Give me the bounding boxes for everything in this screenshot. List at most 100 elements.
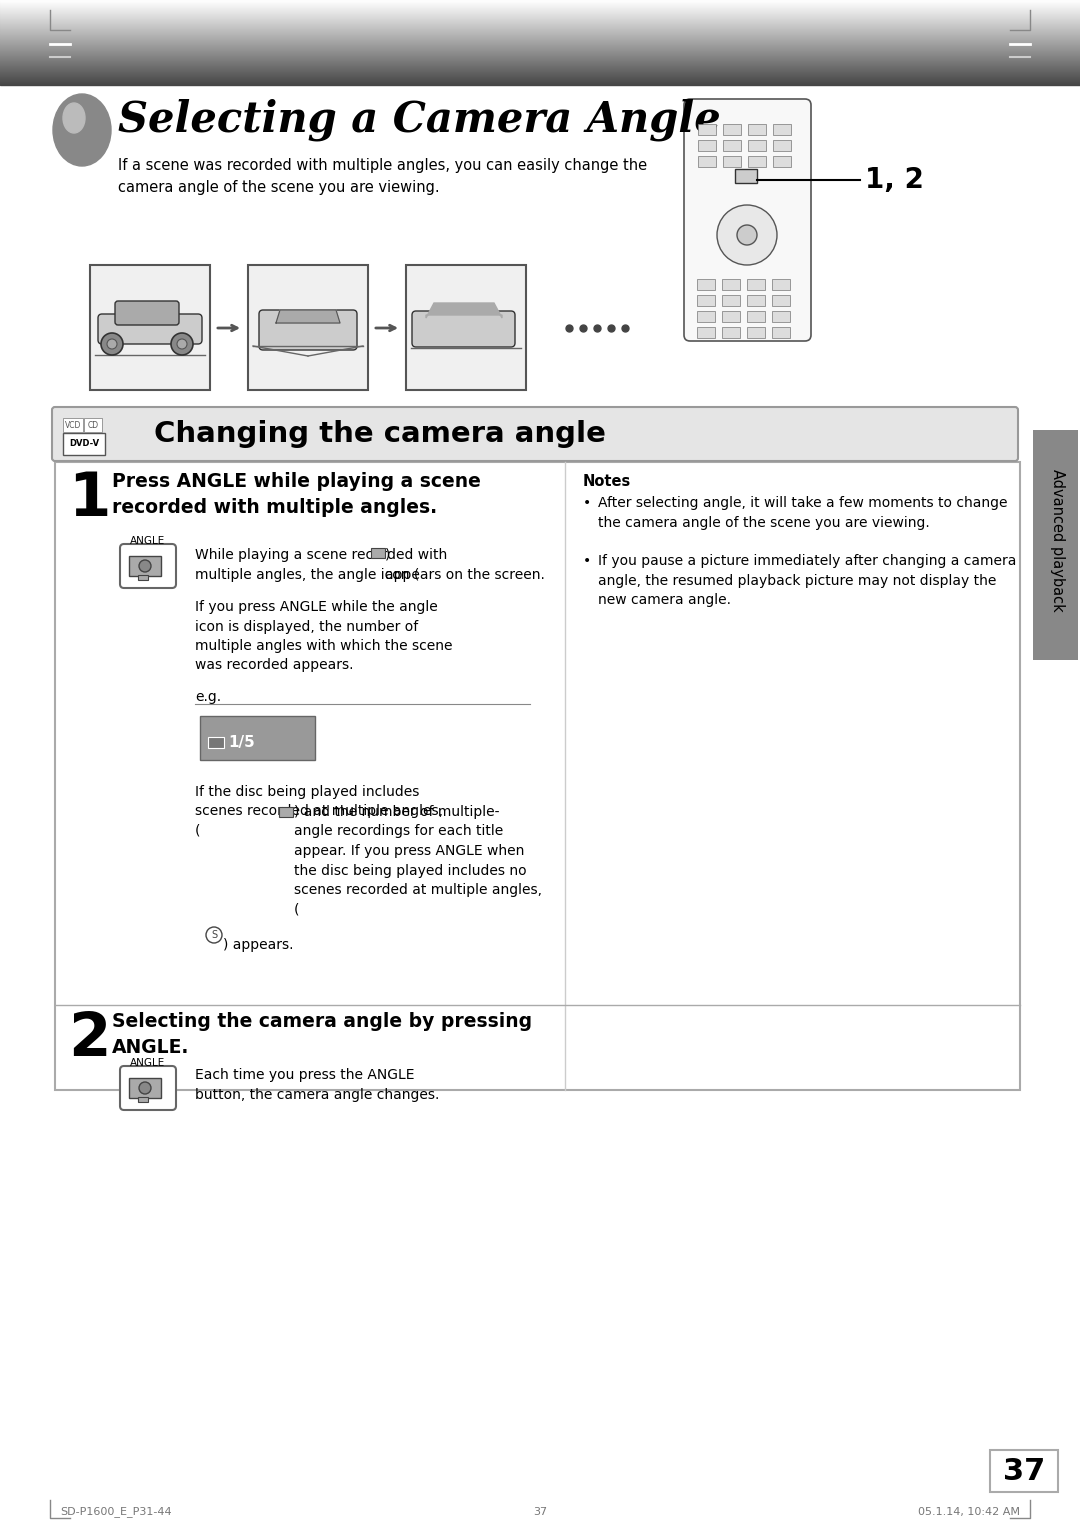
Bar	[748, 141, 766, 151]
Circle shape	[102, 333, 123, 354]
Text: Changing the camera angle: Changing the camera angle	[154, 420, 606, 448]
Bar	[747, 280, 765, 290]
Ellipse shape	[63, 102, 85, 133]
Bar	[747, 312, 765, 322]
Bar	[697, 327, 715, 338]
Bar	[773, 124, 791, 134]
Text: )
appears on the screen.: ) appears on the screen.	[384, 549, 545, 582]
FancyBboxPatch shape	[259, 310, 357, 350]
Bar	[208, 736, 224, 749]
Ellipse shape	[53, 95, 111, 167]
Bar	[279, 807, 293, 817]
Bar	[406, 264, 526, 390]
FancyBboxPatch shape	[120, 1067, 176, 1109]
Bar	[63, 432, 105, 455]
Bar	[772, 280, 789, 290]
FancyBboxPatch shape	[411, 312, 515, 347]
Text: 37: 37	[1003, 1456, 1045, 1485]
Circle shape	[206, 927, 222, 943]
Bar	[773, 141, 791, 151]
FancyBboxPatch shape	[114, 301, 179, 325]
FancyBboxPatch shape	[98, 313, 202, 344]
Text: Selecting a Camera Angle: Selecting a Camera Angle	[118, 99, 720, 141]
Bar	[697, 280, 715, 290]
Bar	[748, 156, 766, 167]
Text: Notes: Notes	[583, 474, 631, 489]
Bar	[698, 124, 716, 134]
Text: VCD: VCD	[65, 420, 81, 429]
Bar	[697, 312, 715, 322]
Text: ) and the number of multiple-
angle recordings for each title
appear. If you pre: ) and the number of multiple- angle reco…	[294, 805, 542, 917]
Bar	[723, 124, 741, 134]
Text: If you pause a picture immediately after changing a camera
angle, the resumed pl: If you pause a picture immediately after…	[598, 555, 1016, 607]
Text: CD: CD	[87, 420, 98, 429]
Circle shape	[171, 333, 193, 354]
Text: Selecting the camera angle by pressing
ANGLE.: Selecting the camera angle by pressing A…	[112, 1012, 532, 1057]
Bar	[372, 549, 384, 558]
Bar	[129, 1077, 161, 1099]
Text: ) appears.: ) appears.	[222, 938, 294, 952]
Text: Advanced playback: Advanced playback	[1050, 469, 1065, 611]
Bar	[63, 419, 83, 432]
Bar	[772, 312, 789, 322]
Bar	[90, 264, 210, 390]
Bar	[200, 717, 315, 759]
Polygon shape	[276, 310, 340, 322]
Bar	[747, 295, 765, 306]
Bar	[723, 327, 740, 338]
Bar	[138, 1097, 148, 1102]
Bar	[735, 170, 757, 183]
Circle shape	[717, 205, 777, 264]
Bar	[723, 280, 740, 290]
Text: 1, 2: 1, 2	[865, 167, 923, 194]
Text: 05.1.14, 10:42 AM: 05.1.14, 10:42 AM	[918, 1507, 1020, 1517]
Bar	[723, 156, 741, 167]
Text: Each time you press the ANGLE
button, the camera angle changes.: Each time you press the ANGLE button, th…	[195, 1068, 440, 1102]
Text: ANGLE: ANGLE	[131, 536, 165, 545]
Text: After selecting angle, it will take a few moments to change
the camera angle of : After selecting angle, it will take a fe…	[598, 497, 1008, 530]
Bar	[772, 327, 789, 338]
FancyBboxPatch shape	[52, 406, 1018, 461]
Text: 37: 37	[532, 1507, 548, 1517]
Text: S: S	[211, 931, 217, 940]
Bar	[248, 264, 368, 390]
Text: If you press ANGLE while the angle
icon is displayed, the number of
multiple ang: If you press ANGLE while the angle icon …	[195, 601, 453, 672]
Text: Press ANGLE while playing a scene
recorded with multiple angles.: Press ANGLE while playing a scene record…	[112, 472, 481, 516]
Text: If the disc being played includes
scenes recorded at multiple angles,
(: If the disc being played includes scenes…	[195, 785, 443, 837]
Bar	[773, 156, 791, 167]
Text: 1/5: 1/5	[228, 735, 255, 750]
Bar	[129, 556, 161, 576]
FancyBboxPatch shape	[120, 544, 176, 588]
Bar	[697, 295, 715, 306]
Circle shape	[737, 225, 757, 244]
Bar	[723, 141, 741, 151]
Bar	[748, 124, 766, 134]
Bar	[138, 575, 148, 581]
Circle shape	[139, 1082, 151, 1094]
Circle shape	[139, 559, 151, 571]
Text: 2: 2	[68, 1010, 110, 1070]
FancyBboxPatch shape	[684, 99, 811, 341]
Text: 1: 1	[68, 471, 110, 529]
Text: •: •	[583, 497, 591, 510]
Text: e.g.: e.g.	[195, 691, 221, 704]
Text: ANGLE: ANGLE	[131, 1057, 165, 1068]
Circle shape	[177, 339, 187, 348]
Bar	[747, 327, 765, 338]
Polygon shape	[426, 303, 502, 318]
Bar	[772, 295, 789, 306]
Bar	[698, 141, 716, 151]
Bar	[723, 295, 740, 306]
Bar	[84, 419, 102, 432]
Bar	[698, 156, 716, 167]
Text: While playing a scene recorded with
multiple angles, the angle icon (: While playing a scene recorded with mult…	[195, 549, 447, 582]
Text: •: •	[583, 555, 591, 568]
Text: If a scene was recorded with multiple angles, you can easily change the
camera a: If a scene was recorded with multiple an…	[118, 157, 647, 196]
Text: DVD-V: DVD-V	[69, 440, 99, 449]
Bar	[990, 1450, 1058, 1491]
Bar	[723, 312, 740, 322]
Text: SD-P1600_E_P31-44: SD-P1600_E_P31-44	[60, 1507, 172, 1517]
Bar	[55, 461, 1020, 1089]
Circle shape	[107, 339, 117, 348]
Bar	[1032, 429, 1078, 660]
